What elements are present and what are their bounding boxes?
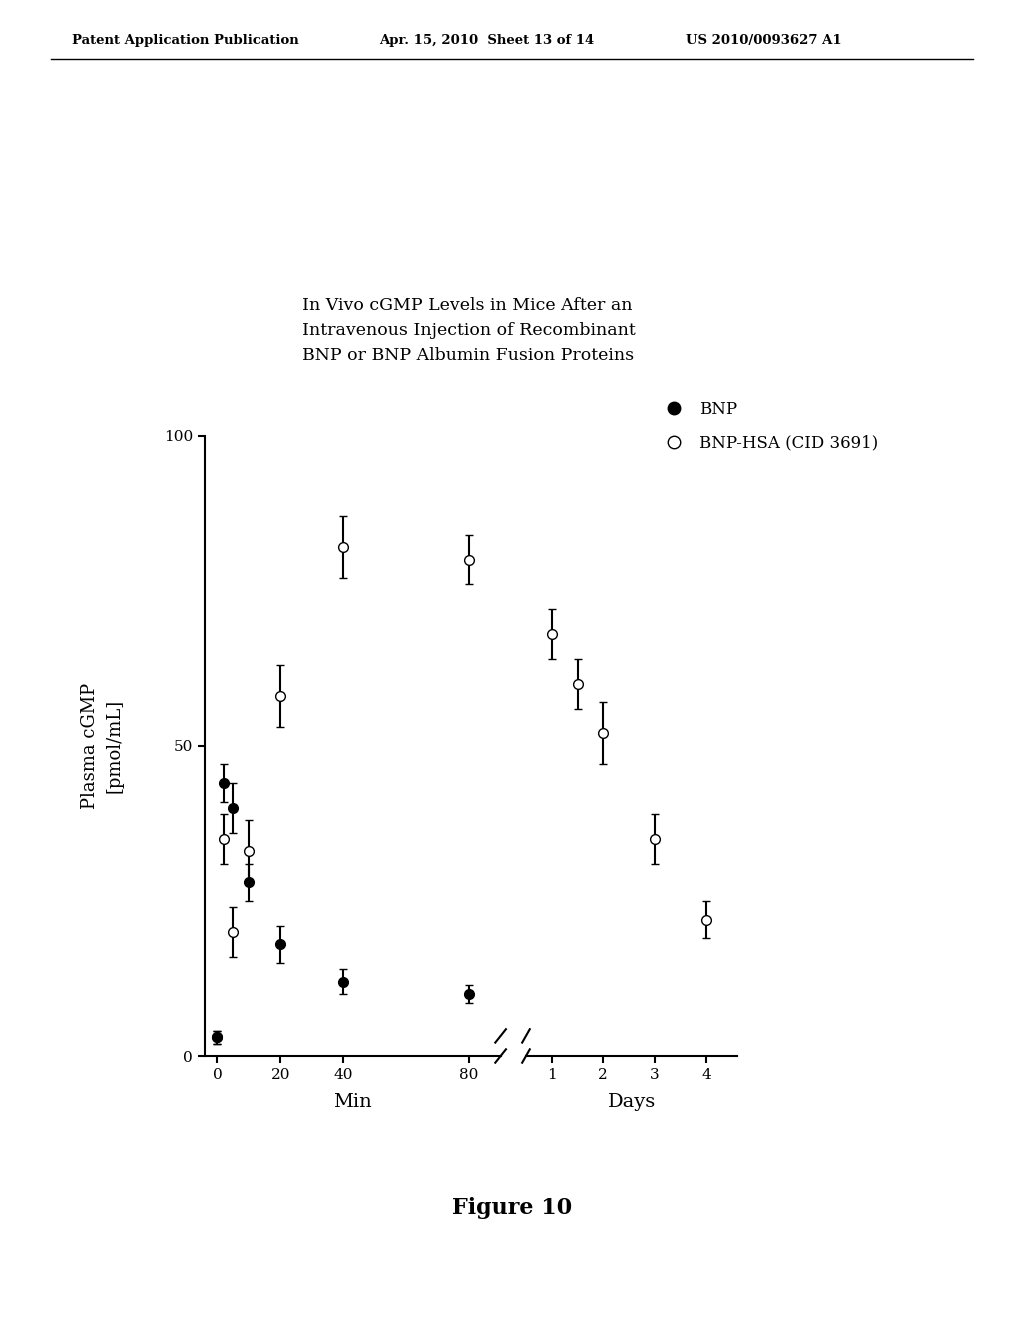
Text: US 2010/0093627 A1: US 2010/0093627 A1 (686, 33, 842, 46)
Legend: BNP, BNP-HSA (CID 3691): BNP, BNP-HSA (CID 3691) (650, 395, 885, 458)
Text: Apr. 15, 2010  Sheet 13 of 14: Apr. 15, 2010 Sheet 13 of 14 (379, 33, 594, 46)
Text: Plasma cGMP
[pmol/mL]: Plasma cGMP [pmol/mL] (81, 682, 124, 809)
Text: Figure 10: Figure 10 (452, 1197, 572, 1218)
Text: In Vivo cGMP Levels in Mice After an
Intravenous Injection of Recombinant
BNP or: In Vivo cGMP Levels in Mice After an Int… (302, 297, 636, 363)
X-axis label: Days: Days (607, 1093, 655, 1111)
Text: Patent Application Publication: Patent Application Publication (72, 33, 298, 46)
X-axis label: Min: Min (334, 1093, 372, 1111)
